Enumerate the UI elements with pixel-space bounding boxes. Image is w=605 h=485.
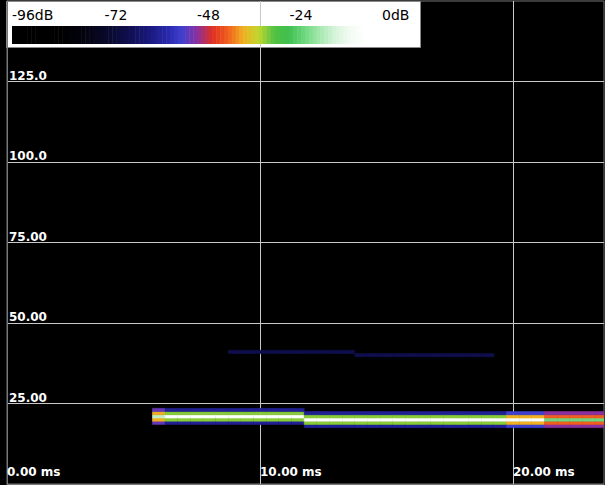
svg-text:75.00: 75.00 (9, 230, 47, 244)
svg-text:100.0: 100.0 (9, 149, 47, 163)
svg-text:-72: -72 (105, 7, 128, 23)
svg-text:125.0: 125.0 (9, 69, 47, 83)
svg-text:0dB: 0dB (382, 7, 409, 23)
svg-text:-96dB: -96dB (12, 7, 53, 23)
svg-text:25.00: 25.00 (9, 391, 47, 405)
svg-text:-24: -24 (290, 7, 313, 23)
svg-text:50.00: 50.00 (9, 310, 47, 324)
svg-text:20.00 ms: 20.00 ms (513, 465, 575, 479)
svg-text:10.00 ms: 10.00 ms (260, 465, 322, 479)
svg-text:-48: -48 (197, 7, 220, 23)
svg-text:0.00 ms: 0.00 ms (7, 465, 60, 479)
